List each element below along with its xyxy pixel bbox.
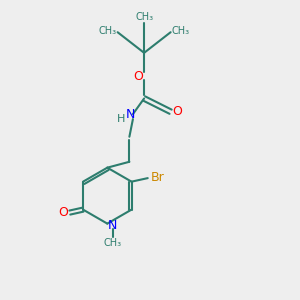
Text: N: N bbox=[126, 108, 135, 121]
Text: CH₃: CH₃ bbox=[135, 12, 153, 22]
Text: CH₃: CH₃ bbox=[103, 238, 122, 248]
Text: CH₃: CH₃ bbox=[98, 26, 116, 36]
Text: O: O bbox=[172, 105, 182, 118]
Text: Br: Br bbox=[150, 171, 164, 184]
Text: N: N bbox=[108, 219, 117, 232]
Text: H: H bbox=[117, 114, 125, 124]
Text: O: O bbox=[133, 70, 143, 83]
Text: CH₃: CH₃ bbox=[172, 26, 190, 36]
Text: O: O bbox=[58, 206, 68, 219]
